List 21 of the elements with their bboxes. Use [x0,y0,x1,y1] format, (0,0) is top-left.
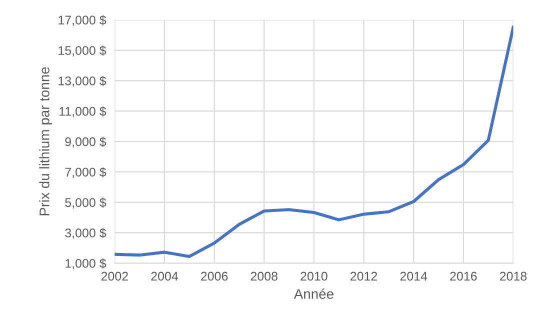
x-tick-label: 2008 [250,272,278,281]
y-axis-title: Prix du lithium par tonne [39,67,52,216]
x-tick-label: 2002 [101,272,128,281]
x-tick-label: 2016 [450,272,477,281]
y-tick-label: 11,000 $ [60,106,106,118]
x-tick-label: 2006 [201,272,228,281]
x-tick-label: 2014 [400,272,428,281]
x-tick-label: 2004 [151,272,178,281]
y-tick-label: 1,000 $ [66,258,106,270]
x-tick-label: 2018 [500,272,527,281]
y-tick-label: 5,000 $ [65,198,106,208]
y-tick-label: 3,000 $ [65,228,106,239]
line-series [114,26,514,258]
y-tick-label: 7,000 $ [65,167,106,178]
y-tick-label: 15,000 $ [58,46,106,56]
x-axis-title: Année [294,288,334,299]
y-tick-label: 9,000 $ [65,136,106,148]
x-tick-label: 2010 [300,272,328,281]
y-tick-label: 17,000 $ [58,15,106,26]
x-tick-label: 2012 [350,272,378,281]
y-tick-label: 13,000 $ [58,76,106,87]
